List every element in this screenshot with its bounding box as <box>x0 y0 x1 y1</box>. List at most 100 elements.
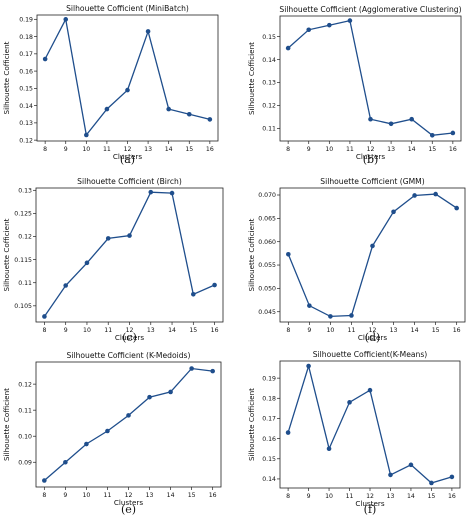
x-tick-label: 8 <box>42 492 46 499</box>
x-tick-label: 14 <box>411 327 419 334</box>
y-tick-label: 0.11 <box>18 280 32 287</box>
x-tick-label: 10 <box>82 146 90 153</box>
data-point <box>105 236 111 241</box>
chart-panel-0: Silhouette Cofficient (MiniBatch) 8 9 10 11 1… <box>2 4 219 166</box>
data-point <box>42 478 47 483</box>
panel-caption: (e) <box>121 503 136 516</box>
y-tick-label: 0.055 <box>258 262 276 269</box>
data-point <box>429 132 435 138</box>
data-point <box>191 291 196 297</box>
data-point <box>169 190 175 196</box>
x-tick-label: 10 <box>325 146 333 153</box>
y-tick-label: 0.12 <box>18 234 32 241</box>
x-tick-label: 13 <box>146 492 154 499</box>
x-tick-label: 12 <box>367 146 375 153</box>
y-tick-label: 0.19 <box>19 17 33 24</box>
x-tick-label: 16 <box>448 493 456 500</box>
x-tick-label: 8 <box>42 327 46 334</box>
data-point <box>84 132 89 138</box>
y-tick-label: 0.050 <box>258 286 276 293</box>
data-point <box>207 117 213 122</box>
x-tick-label: 16 <box>209 492 217 499</box>
plot-frame <box>36 14 219 142</box>
x-tick-label: 10 <box>83 327 91 334</box>
x-axis-label: Clusters <box>355 499 385 508</box>
data-point <box>327 22 332 28</box>
data-point <box>148 189 154 195</box>
plot-frame <box>35 187 224 323</box>
x-tick-label: 12 <box>366 493 374 500</box>
y-tick-label: 0.18 <box>262 395 276 402</box>
data-point <box>286 251 291 257</box>
y-tick-label: 0.13 <box>262 80 276 87</box>
x-tick-label: 14 <box>407 493 415 500</box>
y-tick-label: 0.14 <box>262 57 276 64</box>
x-tick-label: 11 <box>104 327 112 334</box>
y-axis-label: Silhouette Cofficient <box>247 42 256 115</box>
x-tick-label: 10 <box>82 492 90 499</box>
y-tick-label: 0.045 <box>258 309 276 316</box>
data-point <box>212 282 217 288</box>
y-tick-label: 0.18 <box>19 34 33 41</box>
data-point <box>347 18 353 23</box>
data-point <box>433 191 438 197</box>
data-point <box>166 106 171 112</box>
y-tick-label: 0.17 <box>262 416 276 423</box>
x-tick-label: 13 <box>387 146 395 153</box>
panel-caption: (b) <box>363 153 379 166</box>
data-point <box>285 45 291 51</box>
x-tick-label: 14 <box>168 327 176 334</box>
data-point <box>306 27 312 33</box>
x-tick-label: 9 <box>64 146 68 153</box>
y-tick-label: 0.14 <box>19 103 33 110</box>
x-tick-label: 13 <box>390 327 398 334</box>
series-line <box>44 17 211 137</box>
data-point <box>125 87 130 93</box>
x-tick-label: 15 <box>189 327 197 334</box>
chart-panel-5: Silhouette Cofficient(K-Means) 8 9 10 11 12 13… <box>247 350 461 516</box>
y-axis-label: Silhouette Cofficient <box>2 41 11 114</box>
x-tick-label: 16 <box>206 146 214 153</box>
x-tick-label: 11 <box>103 146 111 153</box>
data-point <box>450 130 456 136</box>
data-point <box>189 366 194 371</box>
chart-title: Silhouette Cofficient(K-Means) <box>313 350 428 359</box>
chart-panel-3: Silhouette Cofficient (GMM) 8 9 10 11 12 13 14 1… <box>247 177 466 344</box>
y-tick-label: 0.16 <box>19 68 33 75</box>
plot-frame <box>279 15 462 142</box>
panel-caption: (f) <box>364 503 377 516</box>
data-point <box>412 193 417 198</box>
y-tick-label: 0.10 <box>18 433 32 440</box>
chart-title: Silhouette Cofficient (K-Medoids) <box>67 351 191 360</box>
y-tick-label: 0.15 <box>262 456 276 463</box>
x-tick-label: 12 <box>124 146 132 153</box>
x-tick-label: 12 <box>126 327 134 334</box>
plot-frame <box>35 361 222 488</box>
data-point <box>367 387 373 393</box>
y-tick-label: 0.17 <box>19 51 33 58</box>
data-point <box>147 394 152 400</box>
x-tick-label: 8 <box>286 493 290 500</box>
chart-title: Silhouette Cofficient (MiniBatch) <box>66 4 189 13</box>
y-tick-label: 0.125 <box>14 211 32 218</box>
x-tick-label: 11 <box>346 493 354 500</box>
x-axis-label: Clusters <box>115 333 145 342</box>
y-tick-label: 0.14 <box>262 476 276 483</box>
panel-caption: (a) <box>120 153 135 166</box>
x-tick-label: 8 <box>286 146 290 153</box>
y-tick-label: 0.060 <box>258 239 276 246</box>
data-point <box>104 106 110 112</box>
x-tick-label: 16 <box>211 327 219 334</box>
data-point <box>210 368 215 374</box>
x-tick-label: 15 <box>185 146 193 153</box>
chart-panel-2: Silhouette Cofficient (Birch) 8 9 10 11 12 13 1… <box>2 177 224 344</box>
data-point <box>388 121 394 127</box>
x-tick-label: 10 <box>326 327 334 334</box>
y-axis-label: Silhouette Cofficient <box>2 388 11 461</box>
data-point <box>429 480 434 486</box>
data-point <box>42 314 47 319</box>
data-point <box>63 283 68 288</box>
data-point <box>326 446 332 451</box>
y-tick-label: 0.11 <box>18 407 32 414</box>
y-axis-label: Silhouette Cofficient <box>247 388 256 461</box>
